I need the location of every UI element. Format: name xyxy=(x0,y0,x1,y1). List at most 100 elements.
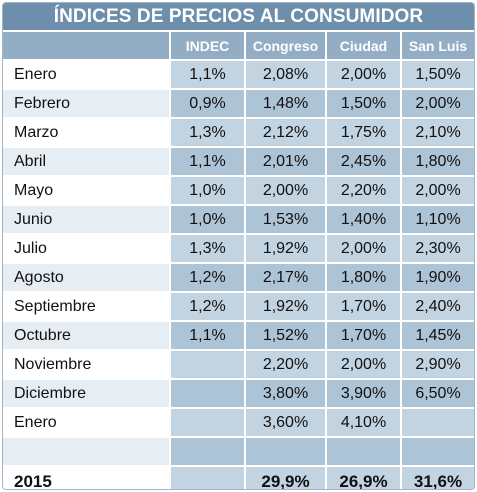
value-cell: 2,45% xyxy=(325,146,400,175)
value-cell: 1,2% xyxy=(169,262,244,291)
value-cell: 3,90% xyxy=(325,378,400,407)
value-cell: 3,80% xyxy=(244,378,325,407)
table-body: Enero 1,1% 2,08% 2,00% 1,50% Febrero 0,9% 1,48%… xyxy=(3,59,474,489)
table-title: ÍNDICES DE PRECIOS AL CONSUMIDOR xyxy=(3,3,474,30)
value-cell: 1,90% xyxy=(400,262,474,291)
table-row: Junio 1,0% 1,53% 1,40% 1,10% xyxy=(3,204,474,233)
row-label: Noviembre xyxy=(3,349,169,378)
value-cell xyxy=(244,436,325,465)
table-row: Mayo 1,0% 2,00% 2,20% 2,00% xyxy=(3,175,474,204)
value-cell: 1,3% xyxy=(169,117,244,146)
header-cell-label xyxy=(3,30,169,59)
value-cell: 1,52% xyxy=(244,320,325,349)
value-cell: 2,00% xyxy=(400,88,474,117)
table-row: Octubre 1,1% 1,52% 1,70% 1,45% xyxy=(3,320,474,349)
table-row: Agosto 1,2% 2,17% 1,80% 1,90% xyxy=(3,262,474,291)
value-cell: 2,40% xyxy=(400,291,474,320)
value-cell: 1,1% xyxy=(169,320,244,349)
value-cell: 2,00% xyxy=(325,349,400,378)
value-cell: 1,92% xyxy=(244,291,325,320)
value-cell: 2,30% xyxy=(400,233,474,262)
spacer-row xyxy=(3,436,474,465)
table-row: Abril 1,1% 2,01% 2,45% 1,80% xyxy=(3,146,474,175)
table-row: Diciembre 3,80% 3,90% 6,50% xyxy=(3,378,474,407)
value-cell xyxy=(169,378,244,407)
value-cell: 3,60% xyxy=(244,407,325,436)
value-cell: 2,20% xyxy=(244,349,325,378)
value-cell: 1,0% xyxy=(169,175,244,204)
price-index-table: INDEC Congreso Ciudad San Luis Enero 1,1%… xyxy=(3,30,474,489)
row-label: Mayo xyxy=(3,175,169,204)
header-row: INDEC Congreso Ciudad San Luis xyxy=(3,30,474,59)
row-label: Junio xyxy=(3,204,169,233)
value-cell: 2,01% xyxy=(244,146,325,175)
value-cell xyxy=(400,407,474,436)
value-cell: 1,70% xyxy=(325,291,400,320)
value-cell: 1,10% xyxy=(400,204,474,233)
header-cell-ciudad: Ciudad xyxy=(325,30,400,59)
value-cell: 0,9% xyxy=(169,88,244,117)
value-cell xyxy=(169,349,244,378)
value-cell xyxy=(169,407,244,436)
row-label: Septiembre xyxy=(3,291,169,320)
table-row: Febrero 0,9% 1,48% 1,50% 2,00% xyxy=(3,88,474,117)
value-cell: 2,00% xyxy=(325,233,400,262)
total-row: 2015 29,9% 26,9% 31,6% xyxy=(3,465,474,489)
table-row: Noviembre 2,20% 2,00% 2,90% xyxy=(3,349,474,378)
table-row: Marzo 1,3% 2,12% 1,75% 2,10% xyxy=(3,117,474,146)
row-label: Marzo xyxy=(3,117,169,146)
value-cell: 2,20% xyxy=(325,175,400,204)
value-cell: 1,2% xyxy=(169,291,244,320)
row-label: 2015 xyxy=(3,465,169,489)
row-label: Enero xyxy=(3,407,169,436)
value-cell: 1,1% xyxy=(169,146,244,175)
value-cell: 1,40% xyxy=(325,204,400,233)
value-cell: 1,80% xyxy=(325,262,400,291)
value-cell: 2,12% xyxy=(244,117,325,146)
value-cell: 2,00% xyxy=(400,175,474,204)
row-label: Diciembre xyxy=(3,378,169,407)
row-label: Julio xyxy=(3,233,169,262)
value-cell: 2,08% xyxy=(244,59,325,88)
row-label xyxy=(3,436,169,465)
row-label: Agosto xyxy=(3,262,169,291)
header-cell-san-luis: San Luis xyxy=(400,30,474,59)
value-cell xyxy=(325,436,400,465)
value-cell: 1,75% xyxy=(325,117,400,146)
row-label: Enero xyxy=(3,59,169,88)
value-cell: 1,50% xyxy=(325,88,400,117)
value-cell: 6,50% xyxy=(400,378,474,407)
header-cell-indec: INDEC xyxy=(169,30,244,59)
value-cell: 1,48% xyxy=(244,88,325,117)
value-cell: 4,10% xyxy=(325,407,400,436)
value-cell: 1,3% xyxy=(169,233,244,262)
value-cell: 1,1% xyxy=(169,59,244,88)
value-cell: 26,9% xyxy=(325,465,400,489)
row-label: Febrero xyxy=(3,88,169,117)
value-cell: 31,6% xyxy=(400,465,474,489)
table-row: Julio 1,3% 1,92% 2,00% 2,30% xyxy=(3,233,474,262)
value-cell: 1,92% xyxy=(244,233,325,262)
value-cell: 2,17% xyxy=(244,262,325,291)
value-cell: 1,70% xyxy=(325,320,400,349)
row-label: Octubre xyxy=(3,320,169,349)
value-cell: 2,10% xyxy=(400,117,474,146)
value-cell xyxy=(169,465,244,489)
value-cell: 1,45% xyxy=(400,320,474,349)
header-cell-congreso: Congreso xyxy=(244,30,325,59)
value-cell: 1,80% xyxy=(400,146,474,175)
value-cell: 1,50% xyxy=(400,59,474,88)
table-row: Septiembre 1,2% 1,92% 1,70% 2,40% xyxy=(3,291,474,320)
value-cell: 2,90% xyxy=(400,349,474,378)
table-row: Enero 1,1% 2,08% 2,00% 1,50% xyxy=(3,59,474,88)
value-cell: 2,00% xyxy=(325,59,400,88)
row-label: Abril xyxy=(3,146,169,175)
value-cell: 1,53% xyxy=(244,204,325,233)
value-cell xyxy=(400,436,474,465)
table-row: Enero 3,60% 4,10% xyxy=(3,407,474,436)
value-cell: 2,00% xyxy=(244,175,325,204)
value-cell: 1,0% xyxy=(169,204,244,233)
value-cell: 29,9% xyxy=(244,465,325,489)
value-cell xyxy=(169,436,244,465)
